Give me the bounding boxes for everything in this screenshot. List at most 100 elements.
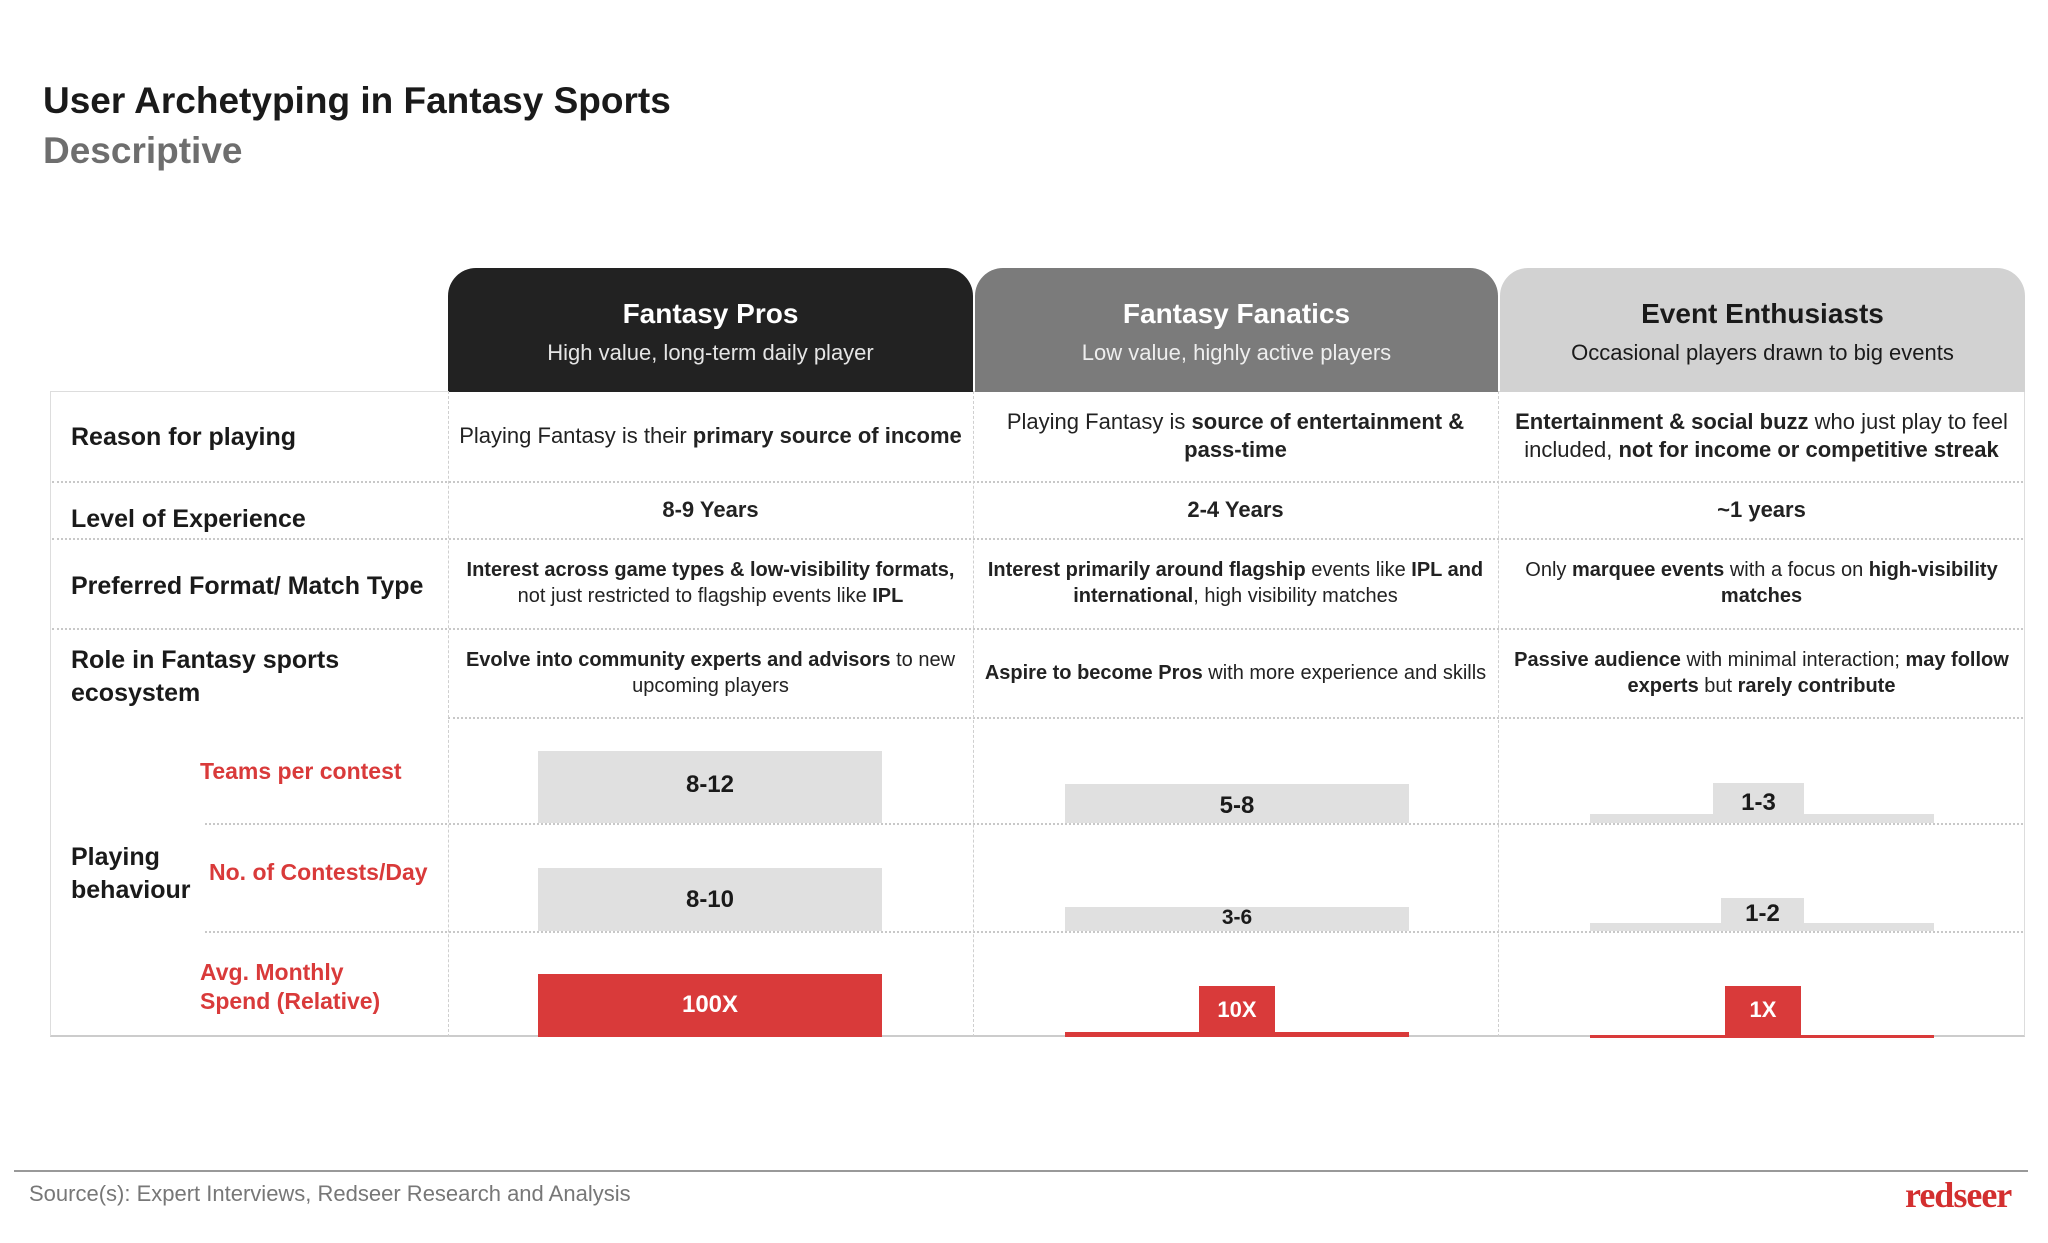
row-divider — [52, 481, 2023, 483]
cell-text: ~1 years — [1717, 496, 1806, 524]
bold-text: high-visibility matches — [1720, 559, 1998, 607]
bold-text: rarely contribute — [1737, 674, 1896, 697]
archetype-name: Fantasy Fanatics — [1122, 298, 1351, 329]
archetype-name: Fantasy Pros — [622, 298, 799, 329]
value-teams-fanatics: 5-8 — [1219, 792, 1255, 819]
column-divider — [448, 391, 449, 1037]
bar-contests-pros — [538, 868, 882, 931]
row-label-format: Preferred Format/ Match Type — [71, 572, 424, 600]
bar-spend-fanatics — [1199, 986, 1275, 1037]
header-event-enthusiasts: Event Enthusiasts Occasional players dra… — [1500, 268, 2025, 392]
cell-text: 8-9 Years — [662, 496, 758, 524]
header-fantasy-pros: Fantasy Pros High value, long-term daily… — [448, 268, 973, 392]
cell-reason-2: Entertainment & social buzz who just pla… — [1498, 391, 2025, 481]
bold-text: source of entertainment & pass-time — [1184, 409, 1465, 462]
text: with minimal interaction; — [1680, 648, 1906, 671]
bold-text: Evolve into community experts and adviso… — [465, 648, 891, 671]
cell-text: Playing Fantasy is source of entertainme… — [981, 408, 1490, 464]
cell-text: Interest across game types & low-visibil… — [456, 557, 965, 609]
value-spend-pros: 100X — [681, 991, 739, 1018]
archetype-tagline: Occasional players drawn to big events — [1571, 340, 1954, 365]
bold-text: marquee events — [1571, 559, 1725, 581]
bold-text: may follow experts — [1627, 648, 2009, 697]
row-label-experience: Level of Experience — [71, 505, 306, 533]
bold-text: 2-4 Years — [1187, 496, 1284, 522]
page-subtitle: Descriptive — [43, 130, 243, 171]
header-fantasy-fanatics: Fantasy Fanatics Low value, highly activ… — [975, 268, 1498, 392]
cell-format-0: Interest across game types & low-visibil… — [448, 538, 973, 628]
text: Playing Fantasy is — [1006, 409, 1192, 434]
cell-experience-1: 2-4 Years — [973, 481, 1498, 538]
value-spend-enthusiasts: 1X — [1749, 997, 1777, 1022]
cell-experience-0: 8-9 Years — [448, 481, 973, 538]
archetype-tagline: High value, long-term daily player — [547, 340, 874, 365]
bold-text: IPL and international — [1073, 559, 1484, 607]
row-divider — [52, 538, 2023, 540]
value-teams-enthusiasts: 1-3 — [1741, 789, 1776, 816]
bar-teams-enthusiasts — [1713, 783, 1804, 823]
cell-reason-1: Playing Fantasy is source of entertainme… — [973, 391, 1498, 481]
value-contests-pros: 8-10 — [685, 886, 735, 913]
footer-divider — [14, 1170, 2028, 1172]
cell-experience-2: ~1 years — [1498, 481, 2025, 538]
cell-text: 2-4 Years — [1187, 496, 1283, 524]
bar-spend-pros — [538, 974, 882, 1037]
bold-text: Entertainment & social buzz — [1515, 409, 1809, 434]
bold-text: IPL — [872, 585, 904, 607]
cell-role-0: Evolve into community experts and adviso… — [448, 628, 973, 717]
cell-format-2: Only marquee events with a focus on high… — [1498, 538, 2025, 628]
source-note: Source(s): Expert Interviews, Redseer Re… — [29, 1181, 631, 1206]
cell-role-1: Aspire to become Pros with more experien… — [973, 628, 1498, 717]
text: Only — [1525, 559, 1572, 581]
value-teams-pros: 8-12 — [685, 771, 735, 798]
bold-text: Interest across game types & low-visibil… — [466, 559, 955, 581]
cell-text: Playing Fantasy is their primary source … — [459, 422, 962, 450]
archetype-tagline: Low value, highly active players — [1081, 340, 1392, 365]
text: , high visibility matches — [1193, 585, 1398, 607]
column-divider — [973, 391, 974, 1037]
text: to new upcoming players — [632, 648, 956, 697]
bold-text: 8-9 Years — [662, 496, 759, 522]
bar-spend-enthusiasts — [1725, 986, 1801, 1037]
cell-format-1: Interest primarily around flagship event… — [973, 538, 1498, 628]
text: with a focus on — [1724, 559, 1869, 581]
bar-teams-fanatics — [1065, 784, 1409, 823]
cell-text: Entertainment & social buzz who just pla… — [1506, 408, 2017, 464]
bold-text: Aspire to become Pros — [984, 661, 1203, 684]
cell-text: Only marquee events with a focus on high… — [1506, 557, 2017, 609]
text: events like — [1305, 559, 1412, 581]
cell-reason-0: Playing Fantasy is their primary source … — [448, 391, 973, 481]
text: who just play to feel included, — [1524, 409, 2008, 462]
cell-text: Aspire to become Pros with more experien… — [985, 660, 1486, 686]
bold-text: Passive audience — [1514, 648, 1681, 671]
value-spend-fanatics: 10X — [1217, 997, 1257, 1022]
bar-teams-pros — [538, 751, 882, 823]
cell-role-2: Passive audience with minimal interactio… — [1498, 628, 2025, 717]
bold-text: primary source of income — [692, 423, 962, 448]
row-divider — [448, 717, 2023, 719]
value-contests-fanatics: 3-6 — [1221, 906, 1253, 929]
metric-label-contests: No. of Contests/Day — [209, 859, 428, 885]
bold-text: Interest primarily around flagship — [987, 559, 1306, 581]
metric-label-teams: Teams per contest — [200, 758, 402, 784]
bold-text: ~1 years — [1717, 496, 1806, 522]
cell-text: Interest primarily around flagship event… — [981, 557, 1490, 609]
bar-contests-fanatics — [1065, 907, 1409, 931]
bold-text: not for income or competitive streak — [1618, 437, 1999, 462]
text: Playing Fantasy is their — [459, 423, 693, 448]
value-contests-enthusiasts: 1-2 — [1745, 900, 1780, 927]
text: with more experience and skills — [1202, 661, 1487, 684]
column-divider — [1498, 391, 1499, 1037]
metric-label-spend: Avg. Monthly Spend (Relative) — [200, 959, 381, 1014]
text: but — [1698, 674, 1738, 697]
bar-contests-enthusiasts — [1721, 898, 1804, 931]
redseer-logo: redseer — [1905, 1175, 2012, 1215]
cell-text: Evolve into community experts and adviso… — [456, 647, 965, 699]
archetype-name: Event Enthusiasts — [1641, 298, 1884, 329]
row-divider — [205, 931, 2023, 933]
row-divider — [205, 823, 2023, 825]
cell-text: Passive audience with minimal interactio… — [1506, 647, 2017, 699]
row-label-role: Role in Fantasy sports ecosystem — [71, 646, 340, 707]
row-label-reason: Reason for playing — [71, 423, 297, 451]
row-label-playing-behaviour: Playing behaviour — [71, 843, 191, 904]
